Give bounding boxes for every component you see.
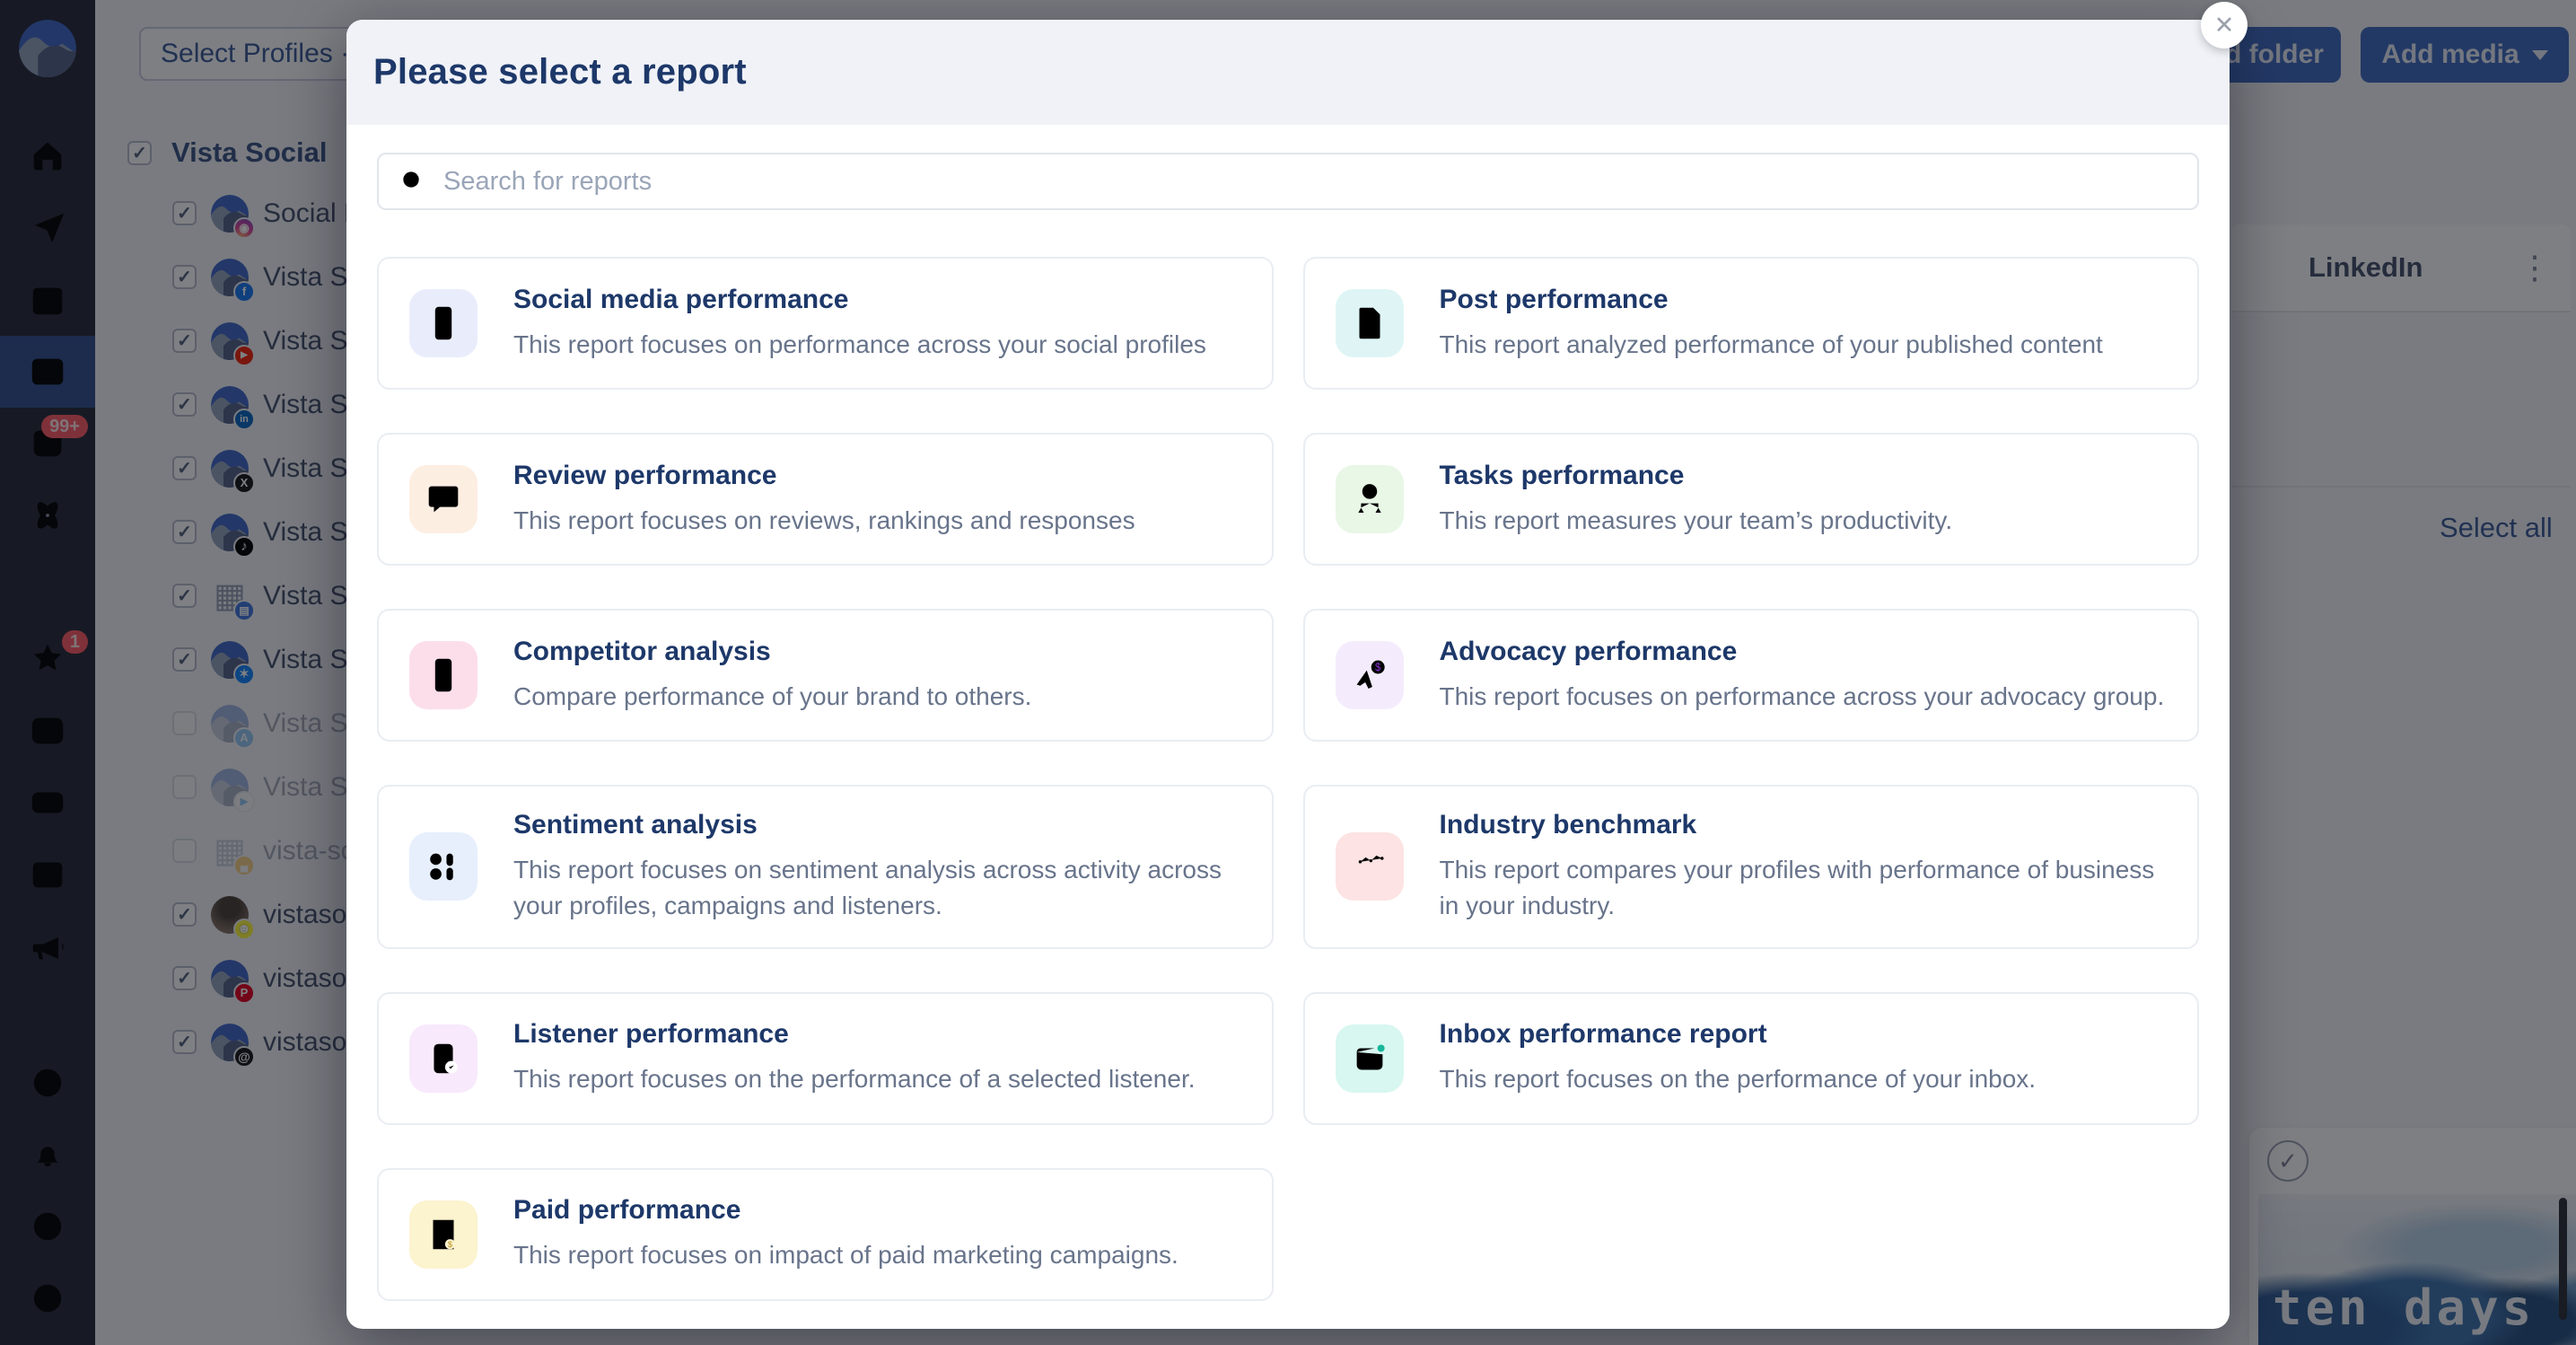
report-texts: Post performance This report analyzed pe…: [1440, 285, 2103, 363]
select-report-modal: ✕ Please select a report Social media pe…: [346, 2, 2247, 1330]
report-card[interactable]: Review performance This report focuses o…: [377, 433, 1274, 566]
report-texts: Paid performance This report focuses on …: [513, 1195, 1178, 1273]
report-description: This report focuses on performance acros…: [1439, 681, 2165, 710]
report-description: This report focuses on reviews, rankings…: [513, 505, 1135, 534]
report-icon: [409, 465, 478, 533]
report-search-box: [377, 153, 2199, 210]
report-description: This report compares your profiles with …: [1439, 856, 2155, 919]
report-description: This report analyzed performance of your…: [1439, 330, 2103, 358]
report-icon: [1335, 1024, 1404, 1093]
report-description: This report focuses on sentiment analysi…: [513, 856, 1222, 919]
report-card[interactable]: Competitor analysis Compare performance …: [377, 609, 1274, 742]
report-title: Sentiment analysis: [513, 810, 758, 840]
report-icon: [409, 641, 478, 709]
report-texts: Advocacy performance This report focuses…: [1440, 637, 2165, 715]
report-card[interactable]: Post performance This report analyzed pe…: [1302, 257, 2199, 390]
report-grid: Social media performance This report foc…: [377, 257, 2199, 1301]
report-title: Advocacy performance: [1439, 636, 1738, 666]
report-texts: Industry benchmark This report compares …: [1440, 810, 2171, 924]
report-card[interactable]: Social media performance This report foc…: [377, 257, 1274, 390]
report-card[interactable]: Paid performance This report focuses on …: [377, 1167, 1274, 1301]
report-card[interactable]: Advocacy performance This report focuses…: [1302, 609, 2199, 742]
search-input[interactable]: [443, 166, 2177, 197]
report-texts: Tasks performance This report measures y…: [1440, 461, 1953, 539]
report-card[interactable]: Industry benchmark This report compares …: [1302, 785, 2199, 949]
report-title: Social media performance: [513, 284, 849, 314]
report-texts: Listener performance This report focuses…: [513, 1019, 1196, 1097]
report-card[interactable]: Inbox performance report This report foc…: [1302, 991, 2199, 1125]
report-texts: Sentiment analysis This report focuses o…: [513, 810, 1245, 924]
report-title: Inbox performance report: [1439, 1019, 1767, 1050]
report-title: Paid performance: [513, 1195, 741, 1226]
report-icon: [1335, 465, 1404, 533]
report-card[interactable]: Tasks performance This report measures y…: [1302, 433, 2199, 566]
close-icon[interactable]: ✕: [2201, 2, 2247, 48]
report-texts: Review performance This report focuses o…: [513, 461, 1135, 539]
report-description: Compare performance of your brand to oth…: [513, 681, 1032, 710]
report-title: Competitor analysis: [513, 636, 771, 666]
report-texts: Inbox performance report This report foc…: [1440, 1019, 2037, 1097]
report-icon: [409, 289, 478, 357]
report-card[interactable]: Listener performance This report focuses…: [377, 991, 1274, 1125]
report-texts: Social media performance This report foc…: [513, 285, 1206, 363]
report-texts: Competitor analysis Compare performance …: [513, 637, 1031, 715]
report-title: Industry benchmark: [1439, 810, 1697, 840]
report-icon: [409, 832, 478, 901]
report-title: Tasks performance: [1439, 460, 1685, 490]
report-description: This report measures your team’s product…: [1439, 505, 1953, 534]
report-icon: [409, 1024, 478, 1093]
report-title: Post performance: [1439, 284, 1669, 314]
report-description: This report focuses on the performance o…: [513, 1065, 1196, 1094]
report-title: Listener performance: [513, 1019, 789, 1050]
report-icon: [1335, 832, 1404, 901]
report-icon: [1335, 641, 1404, 709]
modal-header: Please select a report: [346, 20, 2230, 125]
modal-body: Social media performance This report foc…: [346, 125, 2230, 1330]
report-title: Review performance: [513, 460, 777, 490]
modal-title: Please select a report: [373, 52, 747, 92]
report-description: This report focuses on the performance o…: [1439, 1065, 2037, 1094]
report-description: This report focuses on impact of paid ma…: [513, 1241, 1178, 1270]
report-card[interactable]: Sentiment analysis This report focuses o…: [377, 785, 1274, 949]
report-icon: [1335, 289, 1404, 357]
report-description: This report focuses on performance acros…: [513, 330, 1206, 358]
search-icon: [399, 167, 427, 196]
report-icon: [409, 1200, 478, 1269]
